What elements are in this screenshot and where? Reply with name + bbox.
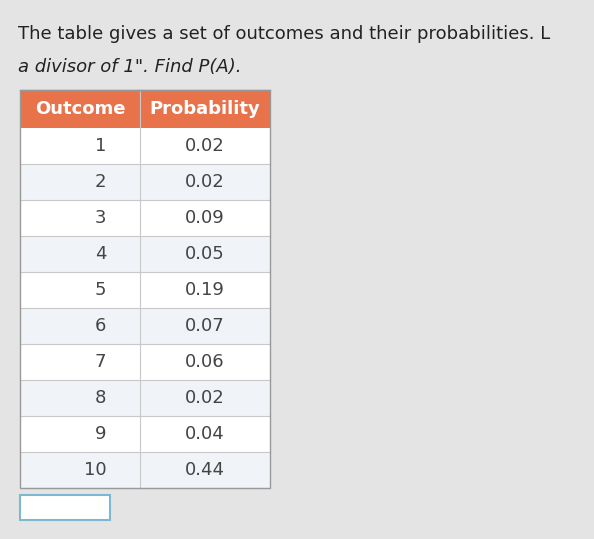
Bar <box>20 272 270 308</box>
Text: 8: 8 <box>95 389 106 407</box>
Text: 0.04: 0.04 <box>185 425 225 443</box>
Text: 0.02: 0.02 <box>185 389 225 407</box>
Text: The table gives a set of outcomes and their probabilities. L: The table gives a set of outcomes and th… <box>18 25 550 43</box>
Bar <box>20 200 270 236</box>
Text: 0.19: 0.19 <box>185 281 225 299</box>
Bar <box>20 128 270 164</box>
Bar <box>20 236 270 272</box>
Text: Outcome: Outcome <box>35 100 125 118</box>
Text: 5: 5 <box>95 281 106 299</box>
Bar <box>20 495 110 520</box>
Text: 0.02: 0.02 <box>185 173 225 191</box>
Bar <box>20 380 270 416</box>
Bar <box>20 164 270 200</box>
Text: 0.06: 0.06 <box>185 353 225 371</box>
Text: 0.44: 0.44 <box>185 461 225 479</box>
Bar <box>20 344 270 380</box>
Text: 10: 10 <box>84 461 106 479</box>
Text: 0.02: 0.02 <box>185 137 225 155</box>
Bar <box>20 416 270 452</box>
Text: 6: 6 <box>95 317 106 335</box>
Bar <box>20 90 270 488</box>
Text: 0.09: 0.09 <box>185 209 225 227</box>
Text: 1: 1 <box>95 137 106 155</box>
Text: 7: 7 <box>95 353 106 371</box>
Text: 0.07: 0.07 <box>185 317 225 335</box>
Text: a divisor of 1". Find P(A).: a divisor of 1". Find P(A). <box>18 58 242 76</box>
Text: 4: 4 <box>95 245 106 263</box>
Text: 9: 9 <box>95 425 106 443</box>
Bar <box>20 452 270 488</box>
Bar <box>20 90 270 128</box>
Text: 0.05: 0.05 <box>185 245 225 263</box>
Text: 2: 2 <box>95 173 106 191</box>
Text: 3: 3 <box>95 209 106 227</box>
Text: Probability: Probability <box>150 100 260 118</box>
Bar <box>20 308 270 344</box>
